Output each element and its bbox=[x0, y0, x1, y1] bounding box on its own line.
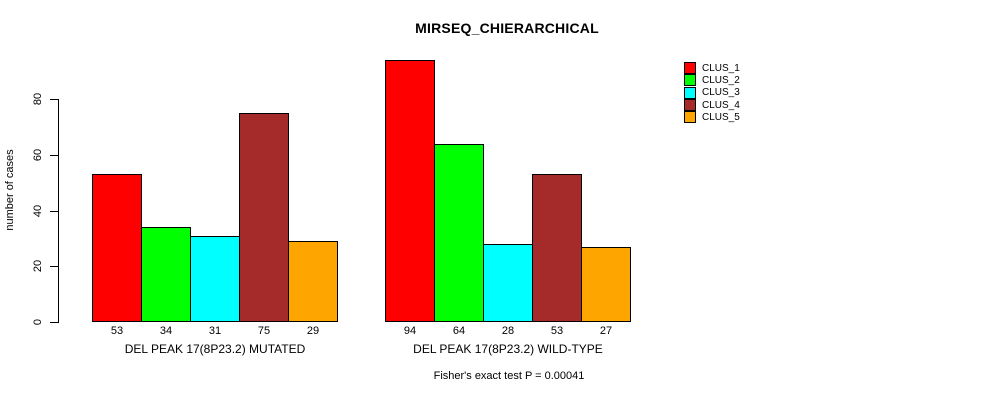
y-axis-tick-label: 40 bbox=[32, 204, 44, 217]
y-axis-tick bbox=[50, 154, 58, 156]
bar-value-label: 34 bbox=[159, 325, 173, 337]
legend-item: CLUS_3 bbox=[684, 86, 740, 99]
bar-clus_4 bbox=[239, 113, 289, 322]
bar-clus_3 bbox=[190, 236, 240, 322]
bar-value-label: 64 bbox=[452, 325, 466, 337]
legend-label: CLUS_5 bbox=[702, 111, 740, 123]
bar-clus_2 bbox=[141, 227, 191, 322]
y-axis-tick-label: 80 bbox=[32, 92, 44, 106]
fisher-test-annotation: Fisher's exact test P = 0.00041 bbox=[433, 370, 585, 382]
legend-label: CLUS_1 bbox=[702, 62, 740, 74]
bar-clus_1 bbox=[92, 174, 142, 322]
bar-clus_2 bbox=[434, 144, 484, 322]
y-axis-tick bbox=[50, 266, 58, 268]
y-axis-tick-label: 0 bbox=[32, 318, 44, 326]
legend-item: CLUS_2 bbox=[684, 74, 740, 87]
group-category-label: DEL PEAK 17(8P23.2) WILD-TYPE bbox=[413, 342, 603, 356]
group-category-label: DEL PEAK 17(8P23.2) MUTATED bbox=[124, 342, 306, 356]
legend: CLUS_1 CLUS_2 CLUS_3 CLUS_4 CLUS_5 bbox=[684, 62, 740, 124]
bar-clus_1 bbox=[385, 60, 435, 322]
legend-label: CLUS_3 bbox=[702, 87, 740, 99]
legend-label: CLUS_4 bbox=[702, 99, 740, 111]
bar-value-label: 31 bbox=[208, 325, 222, 337]
legend-item: CLUS_1 bbox=[684, 62, 740, 75]
y-axis-line bbox=[58, 99, 59, 323]
y-axis-tick bbox=[50, 322, 58, 323]
bar-value-label: 53 bbox=[550, 325, 564, 337]
legend-item: CLUS_5 bbox=[684, 111, 740, 124]
y-axis-tick bbox=[50, 99, 58, 100]
legend-color-swatch bbox=[684, 74, 696, 87]
legend-item: CLUS_4 bbox=[684, 99, 740, 112]
bar-value-label: 28 bbox=[501, 325, 515, 337]
legend-color-swatch bbox=[684, 62, 696, 75]
bar-clus_5 bbox=[288, 241, 338, 322]
bar-value-label: 29 bbox=[306, 325, 320, 337]
bar-clus_5 bbox=[581, 247, 631, 322]
y-axis-tick-label: 60 bbox=[32, 148, 44, 161]
chart-title: MIRSEQ_CHIERARCHICAL bbox=[415, 20, 599, 36]
bar-clus_4 bbox=[532, 174, 582, 322]
y-axis-tick bbox=[50, 210, 58, 212]
legend-color-swatch bbox=[684, 99, 696, 112]
y-axis-tick-label: 20 bbox=[32, 260, 44, 273]
legend-label: CLUS_2 bbox=[702, 74, 740, 86]
bar-clus_3 bbox=[483, 244, 533, 322]
legend-color-swatch bbox=[684, 86, 696, 99]
bar-value-label: 75 bbox=[257, 325, 271, 337]
bar-value-label: 27 bbox=[599, 325, 613, 337]
legend-color-swatch bbox=[684, 111, 696, 124]
bar-value-label: 94 bbox=[403, 325, 417, 337]
bar-value-label: 53 bbox=[110, 325, 124, 337]
